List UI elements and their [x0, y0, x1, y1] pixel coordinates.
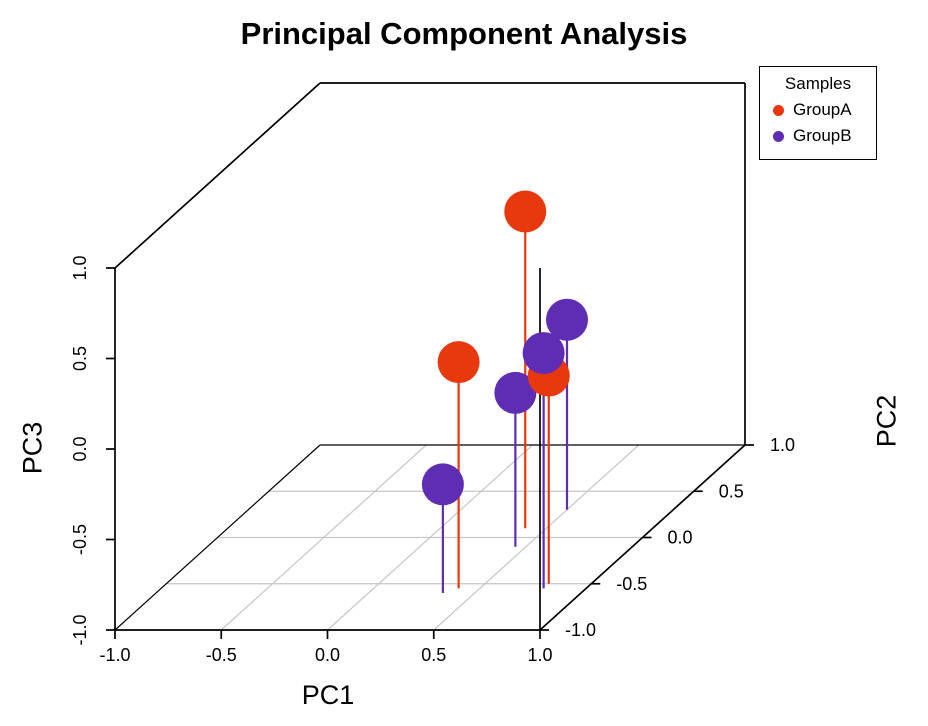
data-point-GroupA-2	[437, 341, 480, 384]
data-point-GroupB-4	[421, 463, 464, 506]
x-tick-label: 0.0	[315, 645, 340, 665]
y-tick-label: 1.0	[770, 435, 795, 455]
legend-title: Samples	[784, 74, 852, 93]
legend-item-groupb: GroupB	[760, 126, 876, 146]
y-tick-label: -0.5	[616, 574, 647, 594]
z-tick-label: 0.5	[70, 346, 90, 371]
box-edges	[114, 82, 746, 631]
floor-grid	[166, 444, 694, 631]
y-tick-label: 0.5	[719, 481, 744, 501]
x-tick-label: -0.5	[206, 645, 237, 665]
x-axis-label: PC1	[301, 680, 355, 710]
x-tick-label: -1.0	[99, 645, 130, 665]
z-axis-label: PC3	[17, 421, 48, 475]
z-tick-label: -1.0	[70, 614, 90, 645]
legend-label-groupa: GroupA	[793, 100, 852, 119]
x-tick-label: 0.5	[421, 645, 446, 665]
grid-line-x	[433, 444, 640, 631]
y-tick-label: -1.0	[565, 620, 596, 640]
tick-labels: -1.0 -0.5 0.0 0.5 1.0 -1.0 -0.5 0.0 0.5 1.0 -1.0 -0…	[70, 255, 795, 665]
legend-item-groupa: GroupA	[760, 100, 876, 120]
groupb-color-dot	[773, 130, 784, 142]
data-point-GroupA-1	[504, 190, 547, 233]
legend-label-groupb: GroupB	[793, 126, 852, 145]
tick-marks	[106, 267, 754, 639]
grid-line-x	[327, 444, 533, 631]
data-point-GroupB-1	[546, 298, 588, 341]
y-axis-label: PC2	[871, 394, 902, 448]
floor-left-edge	[114, 444, 321, 631]
data-points	[421, 190, 588, 506]
z-tick-label: 1.0	[70, 255, 90, 280]
z-tick-label: 0.0	[70, 436, 90, 461]
groupa-color-dot	[773, 104, 784, 116]
chart-title: Principal Component Analysis	[240, 16, 688, 51]
legend: Samples GroupA GroupB	[759, 66, 877, 160]
data-point-GroupB-3	[494, 371, 537, 414]
z-tick-label: -0.5	[70, 524, 90, 555]
y-tick-label: 0.0	[668, 528, 693, 548]
data-point-GroupB-2	[522, 332, 565, 375]
x-tick-label: 1.0	[527, 645, 552, 665]
grid-line-x	[220, 444, 427, 631]
top-left-edge	[114, 82, 321, 269]
